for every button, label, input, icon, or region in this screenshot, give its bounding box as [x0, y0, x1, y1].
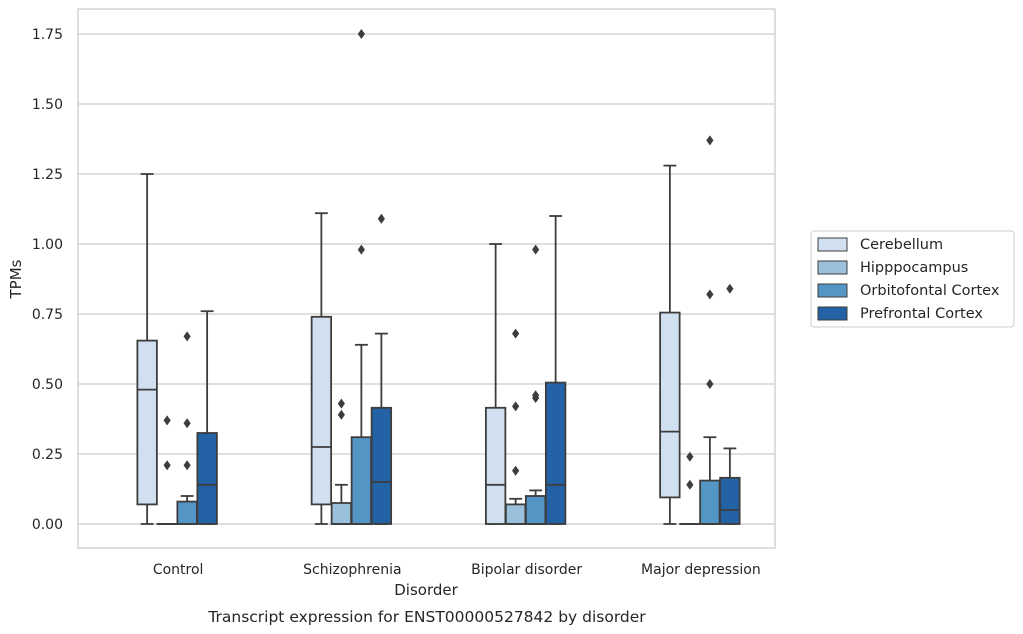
- x-axis-title: Disorder: [394, 581, 458, 599]
- outlier-point: [183, 460, 191, 471]
- legend-swatch: [817, 283, 848, 298]
- box-cerebellum: [484, 243, 507, 525]
- outlier-point: [337, 398, 345, 409]
- outlier-point: [686, 451, 694, 462]
- outlier-point: [512, 401, 520, 412]
- outlier-point: [706, 289, 714, 300]
- y-tick-label: 1.25: [32, 167, 63, 183]
- box-body: [350, 436, 373, 525]
- box-orbitofontal-cortex: [699, 135, 721, 525]
- box-body: [699, 479, 721, 525]
- box-hipppocampus: [330, 398, 353, 525]
- box-body: [484, 406, 507, 525]
- y-tick-label: 0.50: [32, 377, 63, 393]
- box-body: [504, 503, 527, 525]
- box-cerebellum: [310, 212, 333, 525]
- outlier-point: [686, 479, 694, 490]
- box-body: [330, 502, 353, 525]
- box-body: [370, 406, 393, 525]
- legend-label: Cerebellum: [860, 237, 943, 253]
- outlier-point: [512, 328, 520, 339]
- y-tick-label: 1.00: [32, 237, 63, 253]
- box-body: [719, 476, 741, 525]
- legend-swatch: [817, 306, 848, 321]
- y-tick-label: 1.50: [32, 97, 63, 113]
- outlier-point: [163, 460, 171, 471]
- outlier-point: [357, 29, 365, 39]
- legend-frame: [810, 230, 1015, 328]
- box-body: [196, 432, 218, 525]
- outlier-point: [532, 390, 540, 401]
- box-cerebellum: [136, 173, 158, 525]
- box-body: [524, 495, 547, 525]
- x-tick-label: Control: [153, 562, 204, 578]
- box-body: [544, 381, 567, 525]
- box-body: [176, 500, 198, 525]
- box-body: [310, 315, 333, 506]
- box-prefrontal-cortex: [544, 215, 567, 525]
- outlier-point: [532, 244, 540, 255]
- chart-caption: Transcript expression for ENST0000052784…: [207, 608, 646, 626]
- x-tick-label: Schizophrenia: [303, 562, 401, 578]
- box-prefrontal-cortex: [719, 283, 741, 525]
- y-tick-labels: 0.00 0.25 0.50 0.75 1.00 1.25 1.50 1.75: [32, 27, 63, 533]
- outlier-point: [163, 415, 171, 426]
- outlier-point: [726, 283, 734, 294]
- outlier-point: [357, 244, 365, 255]
- y-tick-label: 0.25: [32, 447, 63, 463]
- box-orbitofontal-cortex: [524, 244, 547, 525]
- y-axis-title: TPMs: [7, 259, 25, 299]
- legend: Cerebellum Hipppocampus Orbitofontal Corte…: [810, 230, 1015, 328]
- box-cerebellum: [659, 164, 681, 525]
- legend-swatch: [817, 260, 848, 275]
- x-tick-labels: Control Schizophrenia Bipolar disorder Majo…: [153, 562, 761, 578]
- legend-label: Hipppocampus: [860, 260, 968, 276]
- outlier-point: [512, 465, 520, 476]
- outlier-point: [706, 379, 714, 389]
- box-hipppocampus: [679, 451, 701, 525]
- outlier-point: [183, 331, 191, 342]
- box-prefrontal-cortex: [196, 310, 218, 525]
- outlier-point: [183, 418, 191, 429]
- y-tick-label: 1.75: [32, 27, 63, 43]
- legend-swatch: [817, 237, 848, 252]
- x-tick-label: Major depression: [641, 562, 761, 578]
- box-prefrontal-cortex: [370, 213, 393, 525]
- y-tick-label: 0.00: [32, 517, 63, 533]
- box-body: [659, 311, 681, 499]
- box-orbitofontal-cortex: [176, 331, 198, 525]
- box-body: [136, 339, 158, 506]
- y-tick-label: 0.75: [32, 307, 63, 323]
- outlier-point: [706, 135, 714, 146]
- box-orbitofontal-cortex: [350, 29, 373, 525]
- plot-frame: [77, 8, 776, 549]
- x-tick-label: Bipolar disorder: [471, 562, 582, 578]
- plot-background: [78, 9, 775, 548]
- legend-label: Prefrontal Cortex: [860, 306, 983, 322]
- legend-label: Orbitofontal Cortex: [860, 283, 1000, 299]
- outlier-point: [377, 213, 385, 224]
- box-plots: [136, 29, 741, 525]
- outlier-point: [337, 409, 345, 420]
